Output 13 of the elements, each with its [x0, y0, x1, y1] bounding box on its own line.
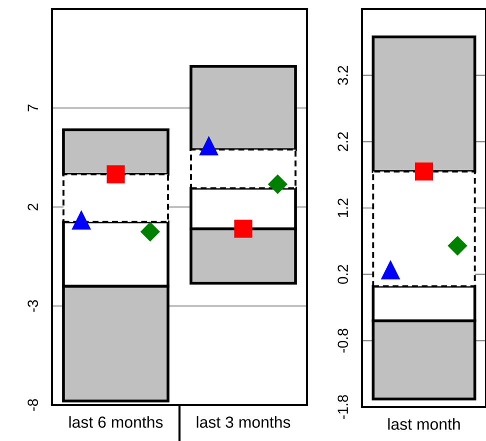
y-tick-label: 2.2	[338, 132, 348, 152]
y-tick-label: -1.8	[338, 395, 348, 419]
y-tick-label: 7	[28, 104, 38, 112]
y-tick-label: -0.8	[338, 328, 348, 353]
y-tick-label: 0.2	[338, 264, 348, 284]
y-tick-label: 3.2	[338, 66, 348, 85]
y-tick-label: -8	[28, 399, 38, 411]
y-tick-label: -3	[28, 300, 38, 312]
y-tick-label: 2	[28, 204, 38, 210]
x-tick-label: last 3 months	[196, 416, 290, 428]
x-tick-label: last month	[388, 418, 460, 430]
y-tick-label: 1.2	[338, 198, 348, 218]
x-tick-label: last 6 months	[69, 416, 163, 428]
